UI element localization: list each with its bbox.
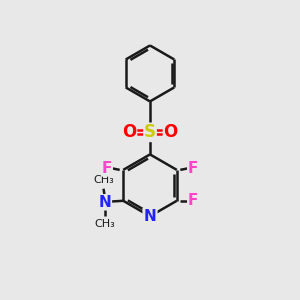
Text: O: O (122, 123, 136, 141)
Text: N: N (144, 209, 156, 224)
Text: CH₃: CH₃ (93, 175, 114, 185)
Text: F: F (188, 161, 198, 176)
Text: F: F (102, 161, 112, 176)
Text: N: N (99, 195, 111, 210)
Text: F: F (188, 193, 198, 208)
Text: O: O (164, 123, 178, 141)
Text: S: S (144, 123, 156, 141)
Text: CH₃: CH₃ (94, 219, 115, 229)
